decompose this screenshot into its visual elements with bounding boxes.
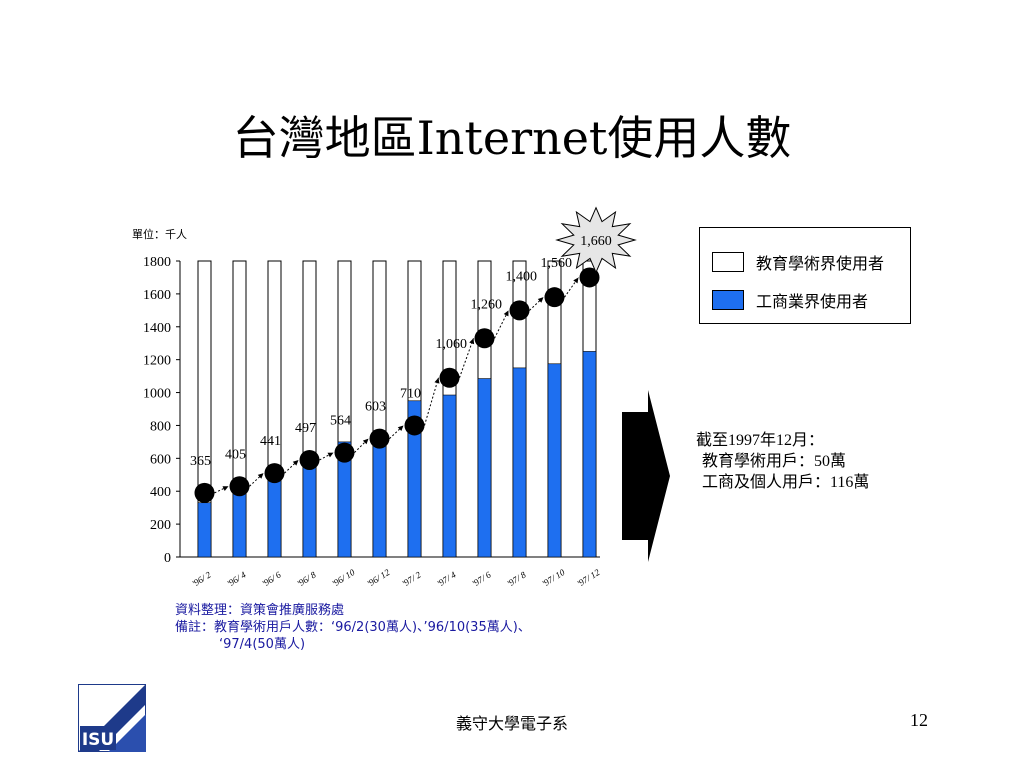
bar-business — [337, 441, 352, 558]
total-dot — [229, 476, 250, 497]
total-dot — [334, 442, 355, 463]
legend-item-academic: 教育學術界使用者 — [712, 250, 884, 274]
bar-business — [442, 394, 457, 558]
y-tick-label: 1400 — [143, 321, 171, 336]
x-tick-label: '96/ 10 — [330, 567, 357, 589]
x-tick-label: '97/ 8 — [505, 569, 528, 588]
y-tick-label: 600 — [150, 452, 171, 467]
bar-business — [477, 378, 492, 558]
total-value-label: 1,400 — [506, 269, 538, 284]
x-tick-label: '97/ 10 — [540, 567, 567, 589]
bar-business — [582, 351, 597, 558]
unit-label: 單位：千人 — [132, 227, 187, 241]
y-tick-label: 1600 — [143, 288, 171, 303]
total-dot — [474, 328, 495, 349]
page-number: 12 — [910, 710, 928, 730]
note-line-3: 工商及個人用戶：116萬 — [702, 474, 870, 491]
legend-label-academic: 教育學術界使用者 — [756, 254, 885, 273]
isu-logo: ISU — [78, 684, 146, 752]
total-value-label: 1,560 — [541, 256, 573, 271]
legend-label-business: 工商業界使用者 — [756, 292, 869, 311]
trend-arrowhead — [257, 473, 264, 479]
bar-business — [372, 433, 387, 558]
total-dot — [369, 428, 390, 449]
x-tick-label: '96/ 4 — [225, 569, 248, 588]
trend-arrowhead — [503, 310, 509, 317]
total-value-label: 603 — [365, 400, 386, 415]
trend-arrowhead — [537, 297, 544, 303]
total-value-label: 564 — [330, 414, 351, 429]
source-line-3: ‘97/4(50萬人) — [219, 637, 306, 652]
bar-business — [302, 462, 317, 558]
trend-arrowhead — [327, 452, 334, 458]
slide-footer: 義守大學電子系 — [455, 714, 568, 733]
highlight-starburst — [555, 206, 637, 274]
total-value-label: 1,260 — [471, 297, 503, 312]
trend-arrowhead — [434, 377, 440, 384]
trend-arrowhead — [397, 425, 404, 432]
total-value-label: 441 — [260, 434, 281, 449]
total-dot — [264, 463, 285, 484]
note-line-2: 教育學術用戶：50萬 — [702, 453, 847, 470]
total-dot — [544, 287, 565, 308]
x-tick-label: '96/ 8 — [295, 569, 318, 588]
y-tick-label: 800 — [150, 419, 171, 434]
y-tick-label: 0 — [164, 551, 171, 566]
chart-legend: 教育學術界使用者 工商業界使用者 — [699, 227, 911, 324]
source-line-2: 備註：教育學術用戶人數：‘96/2(30萬人)、’96/10(35萬人)、 — [175, 620, 531, 635]
total-dot — [509, 300, 530, 321]
total-value-label: 710 — [400, 386, 421, 401]
y-tick-label: 1200 — [143, 354, 171, 369]
trend-arrow-line — [424, 377, 439, 426]
legend-swatch-academic — [712, 252, 744, 272]
trend-arrowhead — [469, 338, 475, 345]
trend-arrowhead — [362, 438, 369, 445]
total-value-label: 497 — [295, 421, 316, 436]
x-tick-label: '97/ 2 — [400, 569, 423, 588]
total-dot — [404, 415, 425, 436]
note-line-1: 截至1997年12月： — [696, 432, 825, 449]
total-dot — [439, 367, 460, 388]
trend-arrow-line — [494, 310, 509, 339]
slide-title: 台灣地區Internet使用人數 — [232, 111, 792, 165]
total-value-label: 405 — [225, 447, 246, 462]
bar-business — [267, 480, 282, 558]
y-tick-label: 1800 — [143, 255, 171, 270]
total-dot — [579, 267, 600, 288]
bar-business — [197, 502, 212, 558]
legend-swatch-business — [712, 290, 744, 310]
trend-arrowhead — [292, 459, 299, 466]
legend-item-business: 工商業界使用者 — [712, 288, 868, 312]
bar-business — [407, 400, 422, 558]
total-dot — [194, 482, 215, 503]
source-note: 資料整理：資策會推廣服務處 備註：教育學術用戶人數：‘96/2(30萬人)、’9… — [175, 602, 531, 653]
bar-business — [512, 367, 527, 558]
x-tick-label: '96/ 6 — [260, 569, 283, 588]
trend-arrowhead — [222, 486, 229, 491]
total-value-label: 365 — [190, 454, 211, 469]
bar-business — [547, 363, 562, 558]
trend-arrow-line — [459, 338, 474, 378]
y-tick-label: 400 — [150, 485, 171, 500]
y-tick-label: 200 — [150, 518, 171, 533]
source-line-1: 資料整理：資策會推廣服務處 — [175, 603, 345, 618]
highlight-value-label: 1,660 — [580, 234, 612, 249]
x-tick-label: '96/ 2 — [190, 569, 213, 588]
summary-note: 截至1997年12月： 教育學術用戶：50萬 工商及個人用戶：116萬 — [696, 430, 869, 493]
bar-business — [232, 493, 247, 558]
x-tick-label: '97/ 12 — [575, 567, 602, 589]
trend-arrowhead — [573, 277, 579, 284]
x-tick-label: '96/ 12 — [365, 567, 392, 589]
x-tick-label: '97/ 6 — [470, 569, 493, 588]
svg-text:ISU: ISU — [82, 730, 114, 750]
total-dot — [299, 449, 320, 470]
total-value-label: 1,060 — [436, 337, 468, 352]
y-tick-label: 1000 — [143, 387, 171, 402]
big-arrow-icon — [622, 390, 670, 562]
x-tick-label: '97/ 4 — [435, 569, 458, 588]
